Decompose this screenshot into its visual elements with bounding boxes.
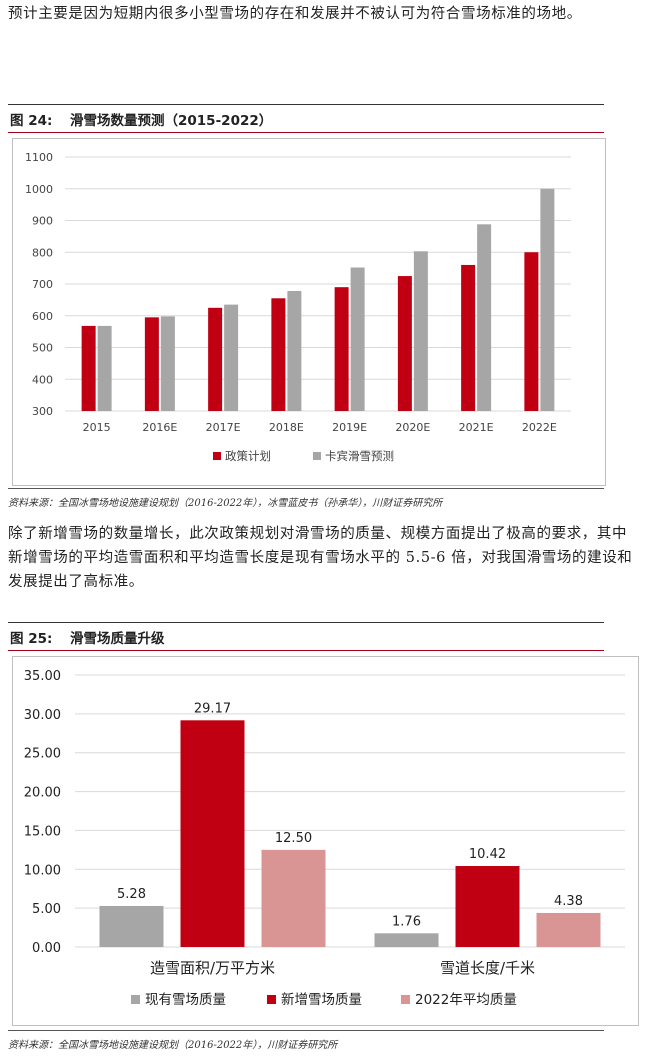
figure-25-title: 滑雪场质量升级: [70, 631, 165, 647]
x-category-label: 造雪面积/万平方米: [150, 959, 275, 977]
y-tick-label: 10.00: [24, 863, 61, 878]
figure-24-chart: 300 400 500 600 700 800 900 1000 1100 2015 2016E 20…: [25, 151, 571, 463]
bar-forecast: [287, 290, 302, 411]
bar-series-1: [455, 866, 520, 947]
bar-policy: [271, 298, 286, 411]
figure-24-label: 图 24:: [10, 113, 53, 129]
y-tick-label: 1000: [25, 183, 53, 196]
bar-series-2: [261, 849, 326, 947]
legend-label: 卡宾滑雪预测: [325, 449, 394, 463]
bar-series-1: [180, 720, 245, 947]
bar-forecast: [413, 251, 428, 411]
bar-policy: [81, 325, 96, 411]
legend-swatch: [313, 452, 321, 460]
bar-series-0: [374, 933, 439, 947]
legend-swatch: [401, 995, 410, 1004]
figure-24-title: 滑雪场数量预测（2015-2022）: [70, 113, 273, 129]
data-label: 29.17: [194, 701, 231, 716]
y-tick-label: 5.00: [32, 902, 61, 917]
data-label: 1.76: [392, 914, 421, 929]
bar-policy: [334, 287, 349, 411]
y-tick-label: 30.00: [24, 708, 61, 723]
figure-24-header: 图 24: 滑雪场数量预测（2015-2022）: [8, 104, 604, 133]
bar-forecast: [160, 316, 175, 411]
figure-25-label: 图 25:: [10, 631, 53, 647]
bar-forecast: [477, 224, 492, 411]
x-tick-label: 2017E: [206, 421, 241, 434]
y-tick-label: 900: [32, 215, 53, 228]
legend-swatch: [213, 452, 221, 460]
legend-swatch: [131, 995, 140, 1004]
figure-25-source: 资料来源：全国冰雪场地设施建设规划（2016-2022年），川财证券研究所: [8, 1040, 338, 1051]
legend-swatch: [267, 995, 276, 1004]
y-tick-label: 15.00: [24, 824, 61, 839]
x-tick-label: 2019E: [332, 421, 367, 434]
bar-policy: [144, 317, 159, 411]
bar-series-0: [99, 905, 164, 947]
data-label: 10.42: [469, 847, 506, 862]
data-label: 5.28: [117, 887, 146, 902]
figure-24-chart-frame: 300 400 500 600 700 800 900 1000 1100 2015 2016E 20…: [12, 138, 606, 486]
middle-paragraph: 除了新增雪场的数量增长，此次政策规划对滑雪场的质量、规模方面提出了极高的要求，其…: [8, 526, 633, 590]
y-tick-label: 700: [32, 278, 53, 291]
y-tick-label: 400: [32, 373, 53, 386]
figure-25-chart: 0.00 5.00 10.00 15.00 20.00 25.00 30.00 35.00 5.…: [24, 669, 625, 1008]
bar-series-2: [536, 912, 601, 947]
y-tick-label: 800: [32, 246, 53, 259]
legend-label: 新增雪场质量: [281, 992, 362, 1008]
y-tick-label: 600: [32, 310, 53, 323]
bar-policy: [524, 252, 539, 411]
y-tick-label: 20.00: [24, 786, 61, 801]
legend-label: 政策计划: [225, 449, 271, 463]
y-tick-label: 25.00: [24, 747, 61, 762]
bar-policy: [397, 276, 412, 411]
intro-paragraph: 预计主要是因为短期内很多小型雪场的存在和发展并不被认可为符合雪场标准的场地。: [8, 6, 582, 22]
x-tick-label: 2016E: [142, 421, 177, 434]
bar-policy: [461, 264, 476, 411]
data-label: 4.38: [554, 894, 583, 909]
y-tick-label: 300: [32, 405, 53, 418]
figure-25-chart-frame: 0.00 5.00 10.00 15.00 20.00 25.00 30.00 35.00 5.…: [12, 656, 639, 1026]
legend-label: 现有雪场质量: [145, 992, 226, 1008]
x-tick-label: 2021E: [459, 421, 494, 434]
bar-forecast: [540, 188, 555, 411]
bar-forecast: [224, 304, 239, 411]
figure-24-source: 资料来源：全国冰雪场地设施建设规划（2016-2022年），冰雪蓝皮书（孙承华）…: [8, 498, 443, 509]
x-category-label: 雪道长度/千米: [440, 959, 535, 977]
x-tick-label: 2015: [83, 421, 111, 434]
bar-forecast: [97, 325, 112, 411]
x-tick-label: 2020E: [395, 421, 430, 434]
figure-25-header: 图 25: 滑雪场质量升级: [8, 622, 604, 651]
x-tick-label: 2022E: [522, 421, 557, 434]
y-tick-label: 1100: [25, 151, 53, 164]
y-tick-label: 35.00: [24, 669, 61, 684]
bar-forecast: [350, 267, 365, 411]
x-tick-label: 2018E: [269, 421, 304, 434]
y-tick-label: 500: [32, 342, 53, 355]
legend-label: 2022年平均质量: [415, 992, 517, 1008]
y-tick-label: 0.00: [32, 941, 61, 956]
bar-policy: [208, 307, 223, 411]
data-label: 12.50: [275, 831, 312, 846]
